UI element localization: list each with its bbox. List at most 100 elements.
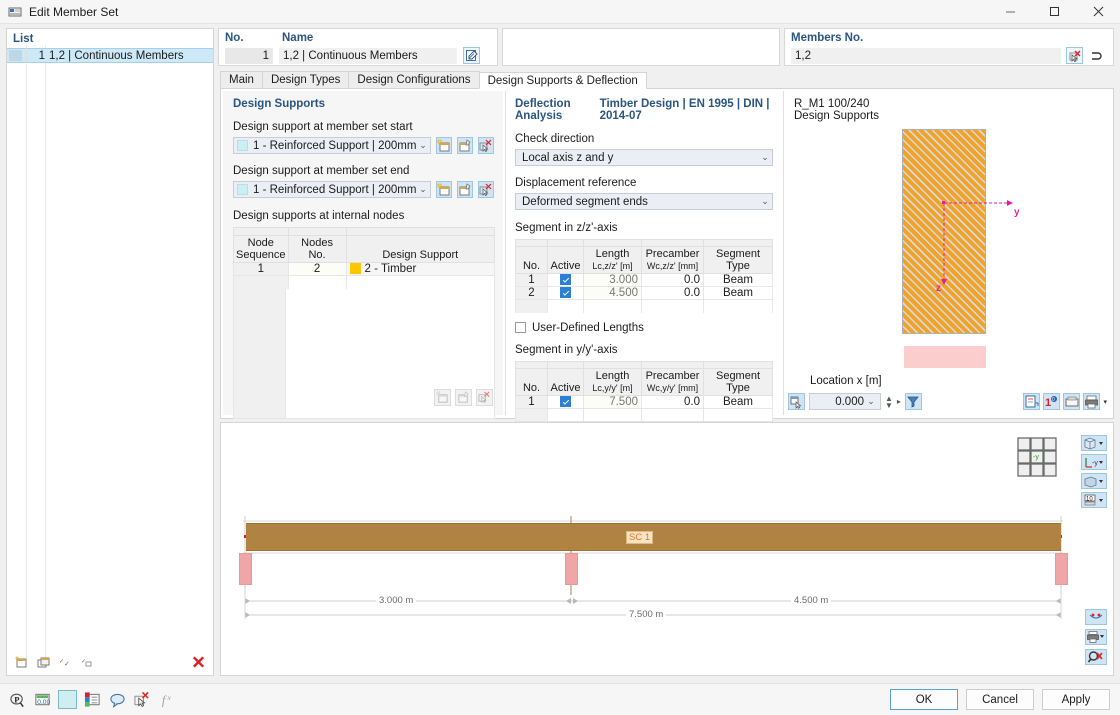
cell-length[interactable]: 7.500 [583,394,642,409]
cell-active[interactable] [547,394,584,409]
design-support-end-combo[interactable]: 1 - Reinforced Support | 200mm | Edge | … [233,181,431,198]
copy-image-icon[interactable] [1063,393,1081,410]
deflection-analysis-pane: Deflection Analysis Timber Design | EN 1… [505,91,781,455]
new-support-icon[interactable] [436,137,452,154]
tab-design-configurations[interactable]: Design Configurations [348,71,480,88]
displacement-reference-combo[interactable]: Deformed segment ends ⌄ [515,193,773,210]
tab-main[interactable]: Main [220,71,263,88]
zoom-reset-icon[interactable] [1085,649,1107,665]
design-support-start-combo[interactable]: 1 - Reinforced Support | 200mm | Edge | … [233,137,431,154]
annotation-icon[interactable]: 1 0 [1043,393,1061,410]
filter-highlight-icon[interactable] [904,393,922,410]
col-design-support: Design Support [345,235,496,263]
undo-arrow-icon[interactable] [1088,47,1105,64]
segz-sp4 [641,239,704,247]
close-button[interactable] [1076,0,1120,24]
tab-design-supports-deflection[interactable]: Design Supports & Deflection [478,72,647,89]
view-toggle-icon[interactable] [1085,609,1107,625]
chevron-down-icon[interactable]: ▾ [1103,398,1107,406]
timber-color-swatch [349,263,361,275]
cell-design-support[interactable]: 2 - Timber [345,262,496,276]
deselect-all-icon[interactable]: ✓ [79,654,96,671]
render-mode-icon[interactable] [1081,435,1107,451]
cell-active[interactable] [547,286,584,300]
cell-segment-type[interactable]: Beam [703,273,773,287]
svg-text:1: 1 [1045,397,1051,409]
col-segment-type: Segment Type [703,246,773,274]
formula-icon[interactable]: f x [158,690,177,709]
edit-rename-icon[interactable] [463,47,480,64]
cell-node-sequence: 1 [233,262,289,276]
no-field[interactable] [225,47,273,64]
display-properties-icon[interactable] [83,690,102,709]
edit-support-icon[interactable] [455,389,472,406]
comment-icon[interactable] [108,690,127,709]
user-defined-lengths-z-row[interactable]: User-Defined Lengths [515,322,772,334]
cell-precamber[interactable]: 0.0 [641,273,704,287]
cell-precamber[interactable]: 0.0 [641,286,704,300]
cell-length[interactable]: 3.000 [583,273,642,287]
ok-button[interactable]: OK [890,689,958,710]
cancel-button[interactable]: Cancel [966,689,1034,710]
members-no-field[interactable] [791,47,1061,64]
table-row[interactable]: 2 4.500 0.0 Beam [515,286,773,300]
select-all-icon[interactable]: ✓ ✓ [57,654,74,671]
copy-item-icon[interactable] [35,654,52,671]
cell-node-no[interactable]: 2 [287,262,347,276]
delete-red-x-icon[interactable] [190,654,207,671]
apply-button[interactable]: Apply [1042,689,1110,710]
segy-header-row: No. Active Length Lc,y/y' [m] Precamber [515,367,773,396]
step-next-icon[interactable]: ▸ [896,397,901,406]
beam-diagram-panel[interactable]: SC 1 3.000 m 4.500 m 7.500 m -y [220,422,1114,676]
cell-precamber[interactable]: 0.0 [641,394,704,409]
name-field[interactable] [279,47,457,64]
new-support-icon[interactable] [436,181,452,198]
col-length: Length Lc,y/y' [m] [583,367,642,396]
table-row[interactable]: 1 3.000 0.0 Beam [515,273,773,287]
cell-segment-type[interactable]: Beam [703,286,773,300]
section-view-toggle-icon[interactable] [788,393,805,410]
spinner-icon[interactable]: ▲ ▼ [885,393,893,410]
display-style-icon[interactable] [1081,473,1107,489]
col-precamber: Precamber Wc,y/y' [mm] [641,367,704,396]
axis-view-icon[interactable]: -y [1081,454,1107,470]
scale-factor-icon[interactable]: 10 [1081,492,1107,508]
active-checkbox[interactable] [560,287,571,299]
cell-active[interactable] [547,273,584,287]
list-item[interactable]: 1 1,2 | Continuous Members [7,48,213,63]
units-icon[interactable]: 0,00 [33,690,52,709]
pick-in-model-icon[interactable] [1066,47,1083,64]
color-box-icon[interactable] [58,690,77,709]
location-x-combo[interactable]: 0.000 ⌄ [809,393,881,410]
active-checkbox[interactable] [560,274,571,286]
table-row[interactable]: 1 2 2 - Timber [233,262,496,276]
pick-support-icon[interactable] [476,389,493,406]
fit-view-icon[interactable] [1023,393,1041,410]
active-checkbox[interactable] [560,395,571,407]
print-icon[interactable] [1083,393,1101,410]
diagram-bottom-toolbar [1085,609,1107,665]
edit-support-icon[interactable] [457,181,473,198]
selection-icon[interactable] [133,690,152,709]
user-defined-lengths-z-checkbox[interactable] [515,322,526,333]
pick-support-icon[interactable] [478,181,494,198]
section-subtitle-label: Design Supports [794,110,880,122]
table-row[interactable]: 1 7.500 0.0 Beam [515,394,773,409]
minimize-button[interactable] [988,0,1032,24]
pick-support-icon[interactable] [478,137,494,154]
maximize-button[interactable] [1032,0,1076,24]
user-defined-lengths-z-label: User-Defined Lengths [532,321,644,334]
edit-support-icon[interactable] [457,137,473,154]
check-direction-combo[interactable]: Local axis z and y ⌄ [515,149,773,166]
segy-empty-3 [583,407,642,421]
section-name-label: R_M1 100/240 [794,98,870,110]
segz-header-spacer [515,239,773,247]
help-icon[interactable]: P [8,690,27,709]
cell-segment-type[interactable]: Beam [703,394,773,409]
tab-design-types[interactable]: Design Types [261,71,350,88]
view-cube[interactable]: -y [1017,437,1057,477]
new-item-icon[interactable] [13,654,30,671]
new-support-icon[interactable] [434,389,451,406]
cell-length[interactable]: 4.500 [583,286,642,300]
print-icon[interactable] [1085,629,1107,645]
